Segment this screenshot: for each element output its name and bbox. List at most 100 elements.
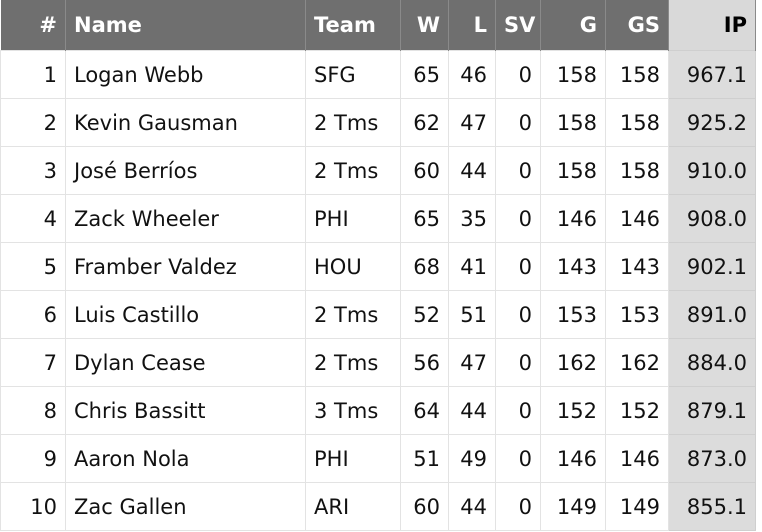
table-cell: 146 <box>540 194 606 243</box>
column-header: L <box>448 0 496 51</box>
table-cell: Logan Webb <box>65 50 306 99</box>
table-cell: 0 <box>495 338 541 387</box>
table-cell: PHI <box>305 434 401 483</box>
table-cell: 855.1 <box>668 482 756 531</box>
table-cell: 64 <box>400 386 449 435</box>
table-cell: 3 <box>0 146 66 195</box>
table-cell: 158 <box>540 146 606 195</box>
table-cell: 0 <box>495 50 541 99</box>
column-header: # <box>0 0 66 51</box>
table-row: 9 Aaron Nola PHI 51 49 0 146 146 873.0 <box>0 434 756 483</box>
table-cell: 62 <box>400 98 449 147</box>
column-header: SV <box>495 0 541 51</box>
table-cell: 0 <box>495 482 541 531</box>
table-cell: 149 <box>540 482 606 531</box>
table-row: 10 Zac Gallen ARI 60 44 0 149 149 855.1 <box>0 482 756 531</box>
table-cell: HOU <box>305 242 401 291</box>
table-cell: 143 <box>540 242 606 291</box>
table-cell: 153 <box>605 290 669 339</box>
table-cell: 44 <box>448 146 496 195</box>
table-cell: ARI <box>305 482 401 531</box>
table-cell: 60 <box>400 146 449 195</box>
table-cell: 0 <box>495 98 541 147</box>
table-cell: 2 <box>0 98 66 147</box>
table-cell: 891.0 <box>668 290 756 339</box>
table-cell: 908.0 <box>668 194 756 243</box>
column-header: Team <box>305 0 401 51</box>
table-cell: 162 <box>605 338 669 387</box>
table-row: 3 José Berríos 2 Tms 60 44 0 158 158 910.0 <box>0 146 756 195</box>
table-cell: 146 <box>605 194 669 243</box>
table-cell: Zac Gallen <box>65 482 306 531</box>
table-cell: 158 <box>605 50 669 99</box>
table-cell: 0 <box>495 386 541 435</box>
table-cell: José Berríos <box>65 146 306 195</box>
table-cell: 143 <box>605 242 669 291</box>
table-cell: 51 <box>448 290 496 339</box>
table-cell: Chris Bassitt <box>65 386 306 435</box>
table-cell: 146 <box>605 434 669 483</box>
table-row: 6 Luis Castillo 2 Tms 52 51 0 153 153 891.0 <box>0 290 756 339</box>
table-cell: Luis Castillo <box>65 290 306 339</box>
table-cell: 46 <box>448 50 496 99</box>
table-cell: 152 <box>540 386 606 435</box>
table-cell: 10 <box>0 482 66 531</box>
table-cell: Dylan Cease <box>65 338 306 387</box>
column-header: W <box>400 0 449 51</box>
table-cell: 2 Tms <box>305 98 401 147</box>
table-cell: 1 <box>0 50 66 99</box>
table-cell: 925.2 <box>668 98 756 147</box>
table-cell: 967.1 <box>668 50 756 99</box>
table-cell: 3 Tms <box>305 386 401 435</box>
table-cell: 68 <box>400 242 449 291</box>
table-cell: 910.0 <box>668 146 756 195</box>
table-cell: 873.0 <box>668 434 756 483</box>
table-cell: 162 <box>540 338 606 387</box>
table-row: 8 Chris Bassitt 3 Tms 64 44 0 152 152 879.1 <box>0 386 756 435</box>
table-cell: 52 <box>400 290 449 339</box>
table-cell: 0 <box>495 242 541 291</box>
column-header: IP <box>668 0 756 51</box>
table-cell: 2 Tms <box>305 338 401 387</box>
table-cell: 2 Tms <box>305 290 401 339</box>
table-row: 7 Dylan Cease 2 Tms 56 47 0 162 162 884.0 <box>0 338 756 387</box>
table-row: 1 Logan Webb SFG 65 46 0 158 158 967.1 <box>0 50 756 99</box>
table-cell: 0 <box>495 146 541 195</box>
table-cell: 879.1 <box>668 386 756 435</box>
table-cell: 6 <box>0 290 66 339</box>
table-cell: 158 <box>540 98 606 147</box>
table-cell: 51 <box>400 434 449 483</box>
table-cell: 7 <box>0 338 66 387</box>
column-header: G <box>540 0 606 51</box>
table-cell: Kevin Gausman <box>65 98 306 147</box>
table-cell: 65 <box>400 194 449 243</box>
table-row: 2 Kevin Gausman 2 Tms 62 47 0 158 158 925.2 <box>0 98 756 147</box>
table-cell: 153 <box>540 290 606 339</box>
table-cell: 8 <box>0 386 66 435</box>
table-cell: 41 <box>448 242 496 291</box>
table-cell: 47 <box>448 338 496 387</box>
table-cell: 0 <box>495 290 541 339</box>
table-cell: 44 <box>448 386 496 435</box>
table-cell: SFG <box>305 50 401 99</box>
table-cell: Framber Valdez <box>65 242 306 291</box>
table-row: 4 Zack Wheeler PHI 65 35 0 146 146 908.0 <box>0 194 756 243</box>
table-cell: 35 <box>448 194 496 243</box>
table-cell: 158 <box>540 50 606 99</box>
table-cell: 2 Tms <box>305 146 401 195</box>
table-cell: 0 <box>495 194 541 243</box>
table-cell: 5 <box>0 242 66 291</box>
table-cell: Aaron Nola <box>65 434 306 483</box>
table-cell: 902.1 <box>668 242 756 291</box>
table-cell: 9 <box>0 434 66 483</box>
table-cell: 65 <box>400 50 449 99</box>
table-cell: 158 <box>605 146 669 195</box>
table-cell: 0 <box>495 434 541 483</box>
column-header: GS <box>605 0 669 51</box>
table-cell: 158 <box>605 98 669 147</box>
table-body: 1 Logan Webb SFG 65 46 0 158 158 967.1 2 Kevin Gau… <box>0 50 756 531</box>
table-cell: 884.0 <box>668 338 756 387</box>
table-cell: 149 <box>605 482 669 531</box>
